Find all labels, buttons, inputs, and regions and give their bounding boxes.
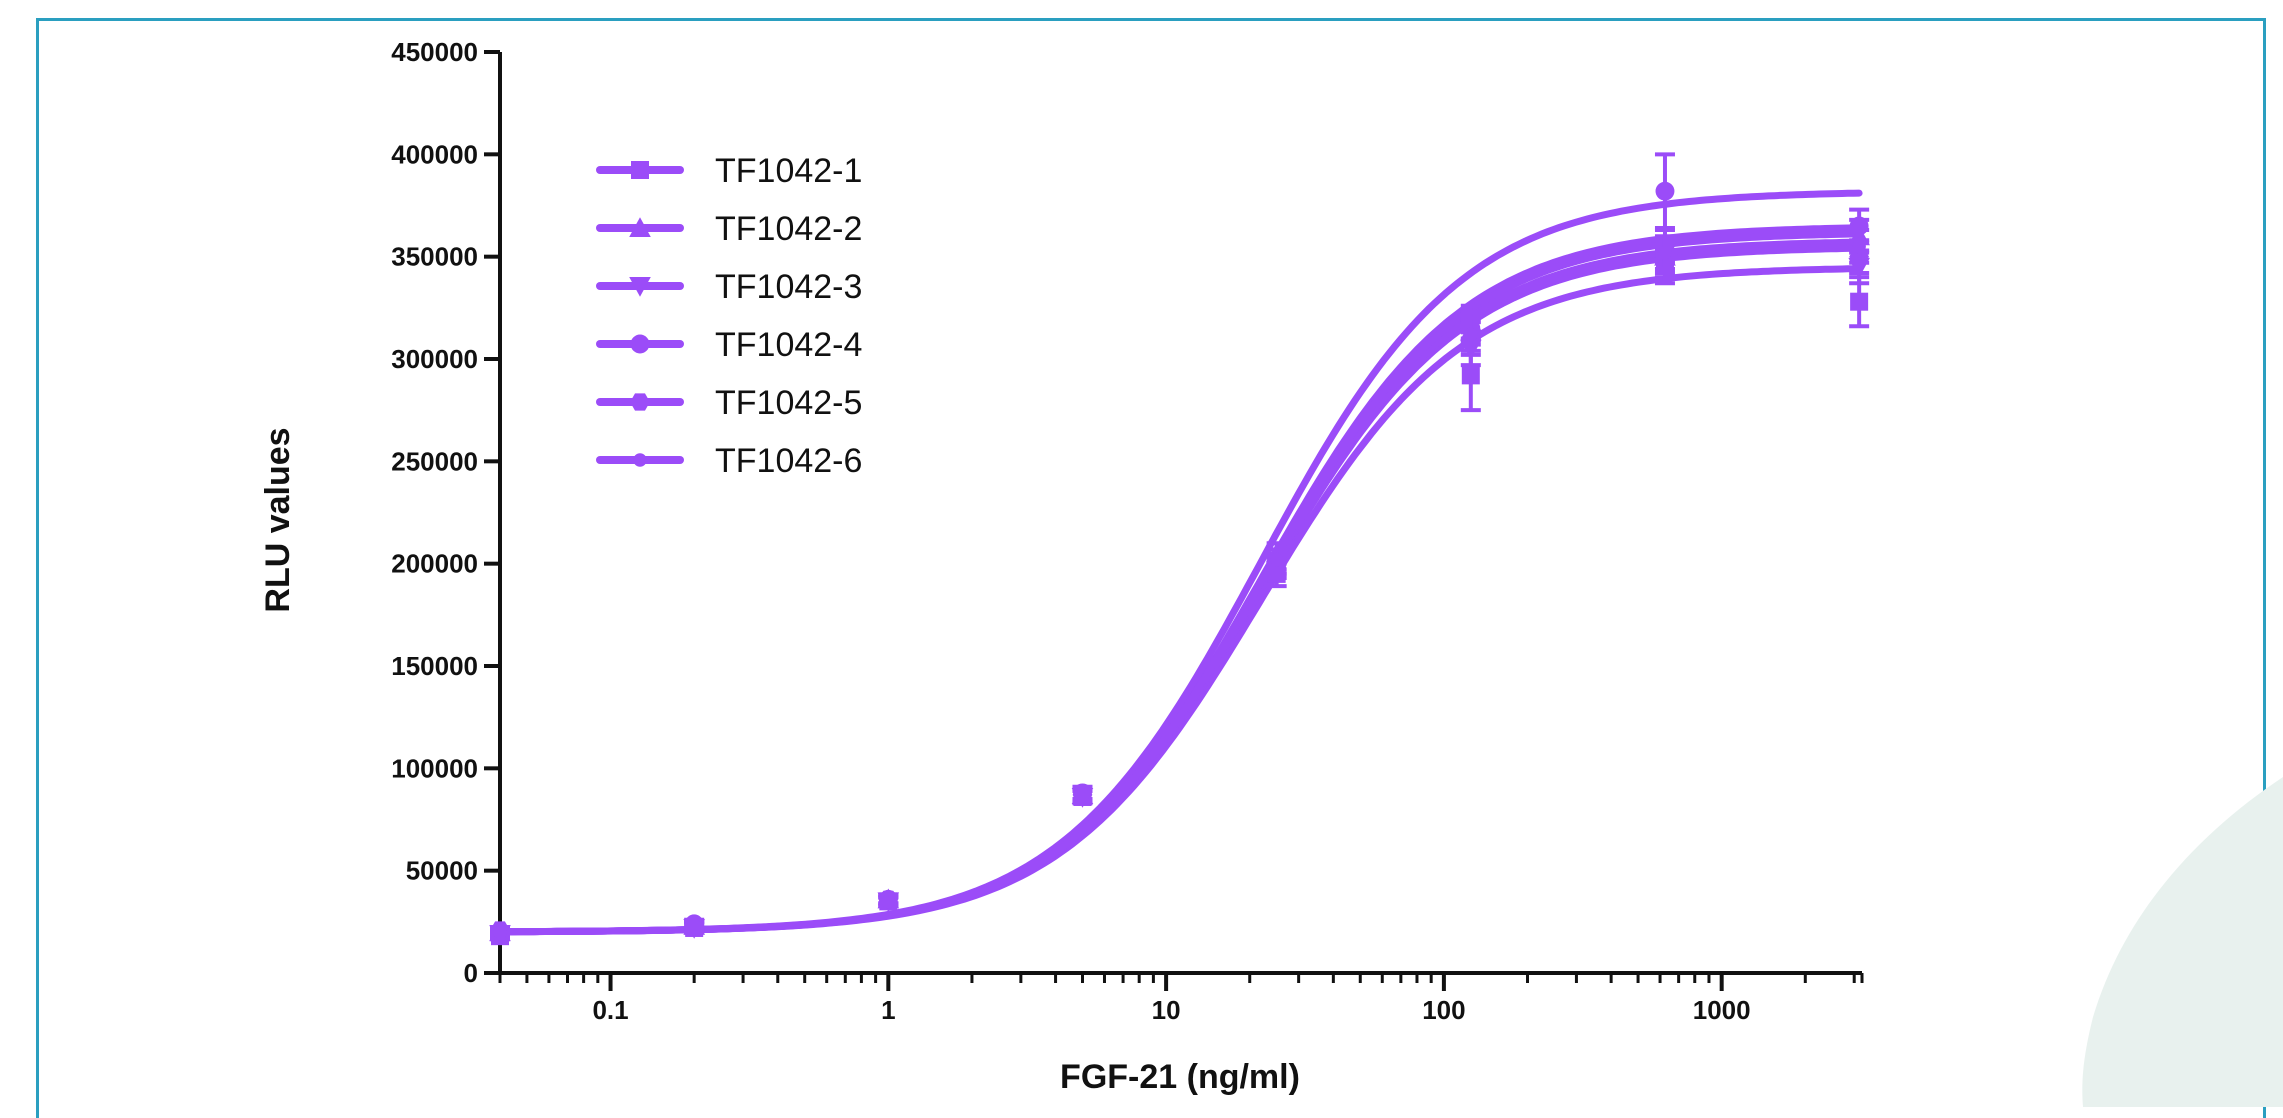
y-tick-label: 100000: [391, 753, 478, 783]
y-tick-label: 200000: [391, 549, 478, 579]
y-tick-label: 450000: [391, 37, 478, 67]
y-tick-label: 0: [464, 958, 478, 988]
chart-axes: 0 50000 100000 150000 200000 250000 300000 3500…: [391, 37, 1864, 1025]
data-point-TF1042-1: [1461, 366, 1480, 385]
data-point-TF1042-6: [1269, 552, 1284, 567]
legend-marker: [629, 277, 651, 297]
legend-label: TF1042-1: [715, 152, 862, 190]
legend-label: TF1042-5: [715, 384, 862, 422]
fit-curve-TF1042-1: [496, 265, 1863, 936]
fit-curve-TF1042-6: [496, 230, 1863, 936]
legend-marker: [631, 161, 649, 179]
data-point-TF1042-4: [1655, 181, 1675, 201]
y-tick-label: 150000: [391, 651, 478, 681]
x-tick-label: 0.1: [592, 995, 628, 1025]
fitted-curves: [496, 189, 1863, 936]
legend-marker: [629, 217, 651, 237]
legend-label: TF1042-6: [715, 442, 862, 480]
corner-decoration: [2082, 777, 2283, 1107]
figure-frame: [36, 18, 2266, 1118]
y-axis-title: RLU values: [259, 427, 297, 612]
x-tick-label: 1: [881, 995, 895, 1025]
y-tick-label: 250000: [391, 446, 478, 476]
fit-curve-TF1042-2: [496, 224, 1863, 936]
data-point-TF1042-6: [1852, 239, 1866, 254]
data-point-TF1042-6: [1075, 788, 1090, 802]
legend-marker: [630, 393, 650, 411]
legend-label: TF1042-4: [715, 326, 862, 364]
data-point-TF1042-6: [1464, 327, 1478, 342]
y-tick-label: 300000: [391, 344, 478, 374]
fit-curve-TF1042-5: [496, 238, 1863, 936]
fit-curve-TF1042-3: [496, 244, 1863, 936]
y-tick-label: 400000: [391, 139, 478, 169]
data-point-TF1042-6: [1658, 245, 1672, 260]
legend: TF1042-1 TF1042-2 TF1042-3 TF1042-4 TF1042-5…: [596, 152, 862, 480]
data-point-TF1042-1: [1850, 292, 1869, 311]
legend-marker: [633, 453, 647, 467]
x-tick-label: 10: [1152, 995, 1181, 1025]
fit-curve-TF1042-4: [496, 189, 1863, 936]
x-tick-label: 1000: [1693, 995, 1751, 1025]
data-point-TF1042-6: [493, 925, 507, 939]
data-point-TF1042-6: [687, 919, 701, 933]
x-tick-label: 100: [1422, 995, 1465, 1025]
data-points: [489, 152, 1870, 946]
legend-label: TF1042-3: [715, 268, 862, 306]
legend-marker: [630, 334, 650, 354]
data-point-TF1042-6: [881, 894, 896, 909]
x-axis-title: FGF-21 (ng/ml): [1060, 1058, 1300, 1096]
legend-label: TF1042-2: [715, 210, 862, 248]
decoration-shape: [2082, 777, 2283, 1107]
y-tick-label: 350000: [391, 242, 478, 272]
y-tick-label: 50000: [406, 856, 478, 886]
